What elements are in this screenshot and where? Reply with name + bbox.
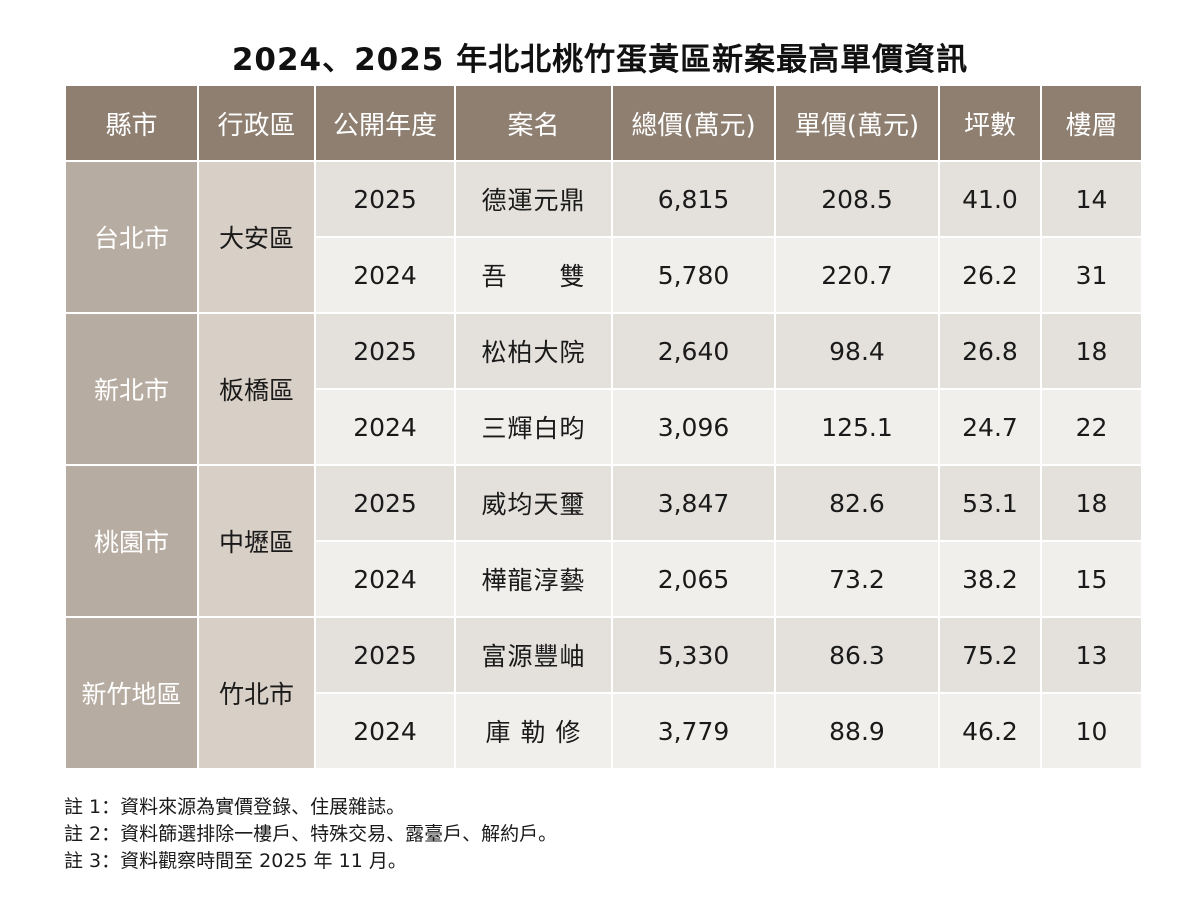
total-price-cell: 3,096 [611,388,776,466]
ping-cell: 38.2 [938,540,1042,618]
year-cell: 2025 [314,616,456,694]
table-row: 台北市 大安區 2025 德運元鼎 6,815 208.5 41.0 14 [64,160,1143,314]
total-price-cell: 3,779 [611,692,776,770]
year-cell: 2025 [314,464,456,542]
header-floor: 樓層 [1040,84,1143,162]
year-cell: 2025 [314,160,456,238]
ping-cell: 53.1 [938,464,1042,542]
floor-cell: 18 [1040,312,1143,390]
total-price-cell: 2,065 [611,540,776,618]
floor-cell: 15 [1040,540,1143,618]
floor-cell: 13 [1040,616,1143,694]
ping-cell: 26.2 [938,236,1042,314]
total-price-cell: 5,330 [611,616,776,694]
project-name-cell: 富源豐岫 [454,616,613,694]
year-cell: 2025 [314,312,456,390]
unit-price-cell: 88.9 [774,692,940,770]
year-cell: 2024 [314,540,456,618]
page-title: 2024、2025 年北北桃竹蛋黃區新案最高單價資訊 [231,42,969,78]
header-city: 縣市 [64,84,199,162]
price-table: 縣市 行政區 公開年度 案名 總價(萬元) 單價(萬元) 坪數 樓層 台北市 大… [64,84,1143,770]
total-price-cell: 6,815 [611,160,776,238]
unit-price-cell: 220.7 [774,236,940,314]
header-unit-price: 單價(萬元) [774,84,940,162]
city-cell: 新竹地區 [64,616,199,770]
footnotes: 註 1：資料來源為實價登錄、住展雜誌。 註 2：資料篩選排除一樓戶、特殊交易、露… [64,794,557,875]
project-name-cell: 三輝白昀 [454,388,613,466]
header-year: 公開年度 [314,84,456,162]
district-cell: 中壢區 [197,464,316,618]
table-row: 2024 吾 雙 5,780 220.7 26.2 31 [65,236,1143,314]
header-ping: 坪數 [938,84,1042,162]
table-row: 新北市 板橋區 2025 松柏大院 2,640 98.4 26.8 18 [64,312,1143,466]
floor-cell: 22 [1040,388,1143,466]
floor-cell: 18 [1040,464,1143,542]
district-cell: 大安區 [197,160,316,314]
ping-cell: 75.2 [938,616,1042,694]
project-name-cell: 威均天璽 [454,464,613,542]
city-cell: 台北市 [64,160,199,314]
footnote-2: 註 2：資料篩選排除一樓戶、特殊交易、露臺戶、解約戶。 [64,823,558,845]
floor-cell: 10 [1040,692,1143,770]
table-header-row: 縣市 行政區 公開年度 案名 總價(萬元) 單價(萬元) 坪數 樓層 [64,84,1143,162]
ping-cell: 24.7 [938,388,1042,466]
unit-price-cell: 86.3 [774,616,940,694]
header-district: 行政區 [197,84,316,162]
district-cell: 板橋區 [197,312,316,466]
ping-cell: 26.8 [938,312,1042,390]
year-cell: 2024 [314,388,456,466]
total-price-cell: 2,640 [611,312,776,390]
table-row: 2024 樺龍淳藝 2,065 73.2 38.2 15 [65,540,1143,618]
total-price-cell: 5,780 [611,236,776,314]
footnote-1: 註 1：資料來源為實價登錄、住展雜誌。 [64,796,406,818]
header-total-price: 總價(萬元) [611,84,776,162]
unit-price-cell: 82.6 [774,464,940,542]
project-name-cell: 庫 勒 修 [454,692,613,770]
project-name-cell: 松柏大院 [454,312,613,390]
year-cell: 2024 [314,236,456,314]
unit-price-cell: 98.4 [774,312,940,390]
floor-cell: 31 [1040,236,1143,314]
ping-cell: 41.0 [938,160,1042,238]
city-cell: 新北市 [64,312,199,466]
year-cell: 2024 [314,692,456,770]
floor-cell: 14 [1040,160,1143,238]
ping-cell: 46.2 [938,692,1042,770]
table-row: 2024 三輝白昀 3,096 125.1 24.7 22 [65,388,1143,466]
table-row: 2024 庫 勒 修 3,779 88.9 46.2 10 [65,692,1143,770]
footnote-3: 註 3：資料觀察時間至 2025 年 11 月。 [64,850,407,872]
project-name-cell: 吾 雙 [454,236,613,314]
table-row: 新竹地區 竹北市 2025 富源豐岫 5,330 86.3 75.2 13 [64,616,1143,770]
project-name-cell: 德運元鼎 [454,160,613,238]
header-project-name: 案名 [454,84,613,162]
total-price-cell: 3,847 [611,464,776,542]
city-cell: 桃園市 [64,464,199,618]
project-name-cell: 樺龍淳藝 [454,540,613,618]
district-cell: 竹北市 [197,616,316,770]
unit-price-cell: 73.2 [774,540,940,618]
unit-price-cell: 125.1 [774,388,940,466]
unit-price-cell: 208.5 [774,160,940,238]
table-row: 桃園市 中壢區 2025 威均天璽 3,847 82.6 53.1 18 [64,464,1143,618]
